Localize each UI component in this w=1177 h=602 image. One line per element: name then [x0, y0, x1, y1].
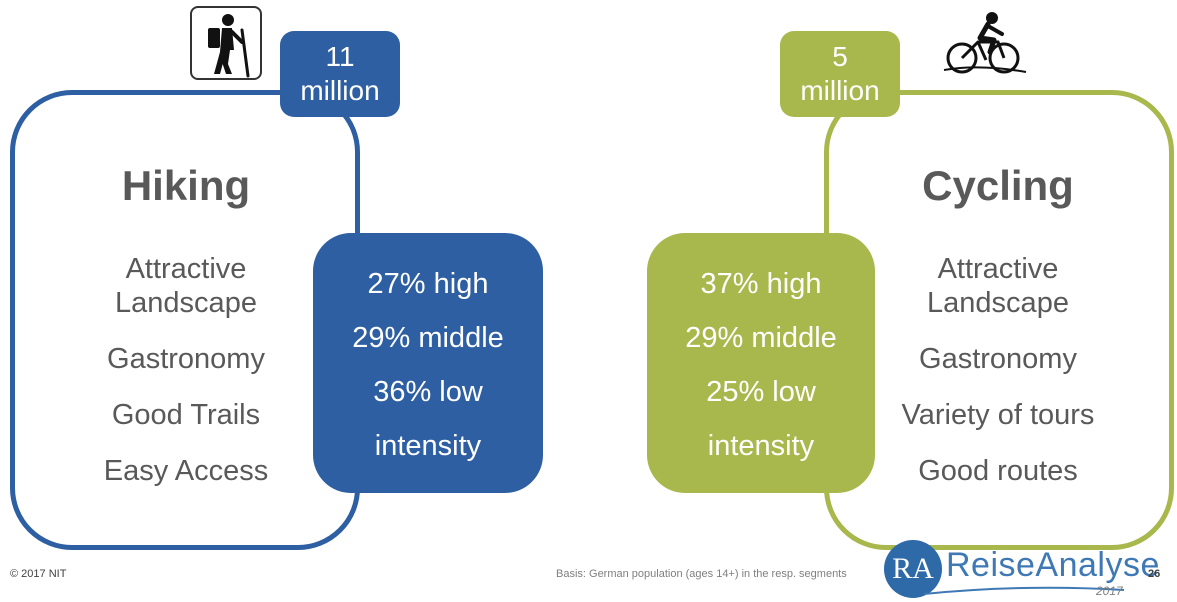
page-number: 26 [1148, 568, 1161, 580]
cycling-motive-tours: Variety of tours [901, 399, 1095, 431]
hiking-motives-list: Attractive Landscape Gastronomy Good Tra… [56, 252, 316, 510]
cycling-title: Cycling [922, 162, 1074, 209]
hiking-participants-number: 11 [325, 41, 355, 72]
hiking-participants-badge: 11 million [280, 31, 400, 117]
cycling-participants-badge: 5 million [780, 31, 900, 117]
copyright-text: © 2017 NIT [10, 568, 67, 580]
hiking-motive-access: Easy Access [103, 455, 269, 487]
hiking-motive-landscape: Attractive Landscape [56, 252, 316, 320]
cycling-motive-line: Attractive [937, 253, 1059, 285]
cycling-intensity-middle: 29% middle [685, 322, 837, 354]
reiseanalyse-logo: RA ReiseAnalyse 2017 [884, 540, 1159, 600]
hiking-motive-gastronomy: Gastronomy [107, 343, 265, 375]
logo-swoosh-icon [924, 586, 1124, 595]
hiking-intensity-low: 36% low [373, 376, 483, 408]
cycling-participants-unit: million [800, 75, 880, 106]
cycling-motive-routes: Good routes [918, 455, 1078, 487]
cycling-intensity-low: 25% low [706, 376, 816, 408]
hiking-motive-line: Landscape [115, 287, 257, 319]
hiker-icon [190, 6, 262, 80]
hiking-intensity-middle: 29% middle [352, 322, 504, 354]
hiking-intensity-box: 27% high 29% middle 36% low intensity [313, 233, 543, 493]
hiking-title: Hiking [121, 162, 251, 209]
cycling-intensity-box: 37% high 29% middle 25% low intensity [647, 233, 875, 493]
cycling-motive-landscape: Attractive Landscape [868, 252, 1128, 320]
cyclist-icon [940, 6, 1030, 80]
cycling-intensity-label: intensity [707, 430, 815, 462]
basis-note: Basis: German population (ages 14+) in t… [556, 568, 847, 580]
cycling-motive-line: Landscape [927, 287, 1069, 319]
hiking-participants-unit: million [300, 75, 380, 106]
logo-year: 2017 [1096, 584, 1123, 598]
hiking-motive-trails: Good Trails [111, 399, 261, 431]
logo-mark: RA [884, 540, 942, 598]
cycling-motives-list: Attractive Landscape Gastronomy Variety … [868, 252, 1128, 510]
cycling-participants-number: 5 [832, 41, 848, 72]
hiking-intensity-label: intensity [374, 430, 482, 462]
logo-name: ReiseAnalyse [946, 546, 1160, 584]
hiking-intensity-high: 27% high [367, 268, 489, 300]
cycling-intensity-high: 37% high [700, 268, 822, 300]
hiking-motive-line: Attractive [125, 253, 247, 285]
cycling-motive-gastronomy: Gastronomy [919, 343, 1077, 375]
